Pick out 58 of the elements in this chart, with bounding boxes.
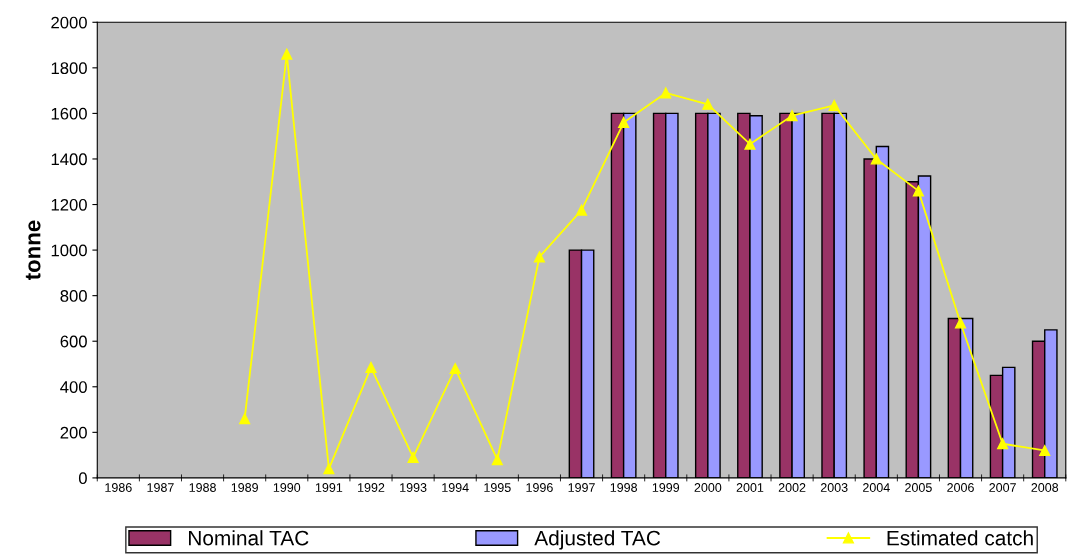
point <box>365 361 377 373</box>
point <box>407 451 419 463</box>
point <box>575 204 588 216</box>
x-tick-label: 1992 <box>358 483 385 492</box>
y-tick-label: 1000 <box>51 244 87 257</box>
legend-label: Adjusted TAC <box>534 530 661 550</box>
x-tick-label: 1996 <box>526 483 553 492</box>
x-tick-label: 2002 <box>778 483 806 492</box>
y-tick-label: 800 <box>60 290 87 302</box>
y-tick-label: 400 <box>60 381 87 393</box>
point <box>912 185 924 197</box>
point <box>491 454 503 466</box>
x-tick-label: 1999 <box>652 483 680 492</box>
legend-label: Estimated catch <box>887 530 1033 546</box>
x-tick-label: 2007 <box>989 483 1016 492</box>
y-tick-label: 2000 <box>51 16 87 29</box>
point <box>449 362 461 375</box>
y-tick-label: 1600 <box>51 107 87 120</box>
y-tick-label: 600 <box>60 335 87 348</box>
x-tick-label: 1995 <box>484 483 511 492</box>
point <box>870 153 882 165</box>
x-tick-label: 2000 <box>694 483 722 492</box>
x-tick-label: 2003 <box>820 483 848 492</box>
x-tick-label: 2006 <box>947 483 974 492</box>
y-tick-label: 1400 <box>51 153 87 166</box>
y-tick-label: 200 <box>60 426 87 439</box>
x-tick-label: 1991 <box>315 483 343 492</box>
x-tick-label: 1998 <box>610 483 638 492</box>
point <box>533 251 545 263</box>
x-tick-label: 2008 <box>1031 483 1059 492</box>
x-tick-label: 1989 <box>231 483 258 492</box>
y-tick-label: 1200 <box>51 198 87 211</box>
point <box>618 116 630 129</box>
y-tick-label: 0 <box>78 472 87 485</box>
point <box>281 48 293 60</box>
point <box>702 98 714 110</box>
x-tick-label: 2001 <box>736 483 764 492</box>
point <box>954 317 967 329</box>
point <box>828 99 840 111</box>
point <box>323 463 335 475</box>
x-tick-label: 1994 <box>442 483 469 492</box>
point <box>239 413 251 425</box>
point <box>1039 445 1051 457</box>
x-tick-label: 2004 <box>863 483 890 492</box>
x-tick-label: 1990 <box>273 483 301 492</box>
legend-label: Nominal TAC <box>189 530 309 546</box>
x-tick-label: 1988 <box>189 483 216 492</box>
point <box>997 438 1009 450</box>
x-tick-label: 1997 <box>568 483 595 492</box>
point <box>660 87 672 99</box>
point <box>744 138 756 150</box>
y-tick-label: 1800 <box>51 62 87 75</box>
point <box>786 110 798 122</box>
x-tick-label: 1993 <box>400 483 427 492</box>
x-tick-label: 1987 <box>147 483 174 492</box>
y-axis-title: tonne <box>25 220 41 281</box>
x-tick-label: 2005 <box>905 483 932 492</box>
x-tick-label: 1986 <box>105 483 132 492</box>
